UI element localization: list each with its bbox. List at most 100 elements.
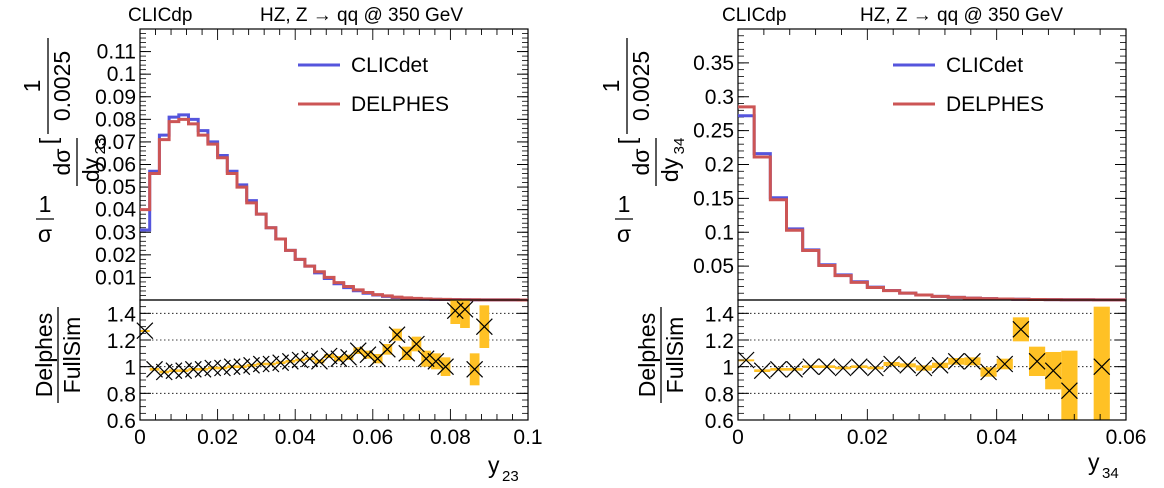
y-tick-label: 0.25 [693, 120, 734, 143]
ratio-marker [223, 358, 241, 376]
ratio-y-tick-label: 1.4 [107, 303, 137, 326]
ratio-marker [737, 351, 755, 369]
ratio-marker [802, 358, 820, 376]
legend: CLICdet DELPHES [298, 54, 449, 116]
xlabel-sub: 23 [502, 468, 519, 485]
ylabel-dnum: dσ [49, 149, 75, 176]
ratio-y-tick-label: 0.6 [107, 410, 136, 433]
ylabel-num: 1 [39, 191, 52, 217]
ratio-marker [204, 359, 222, 377]
x-tick-label: 0.1 [513, 426, 542, 449]
ratio-marker [834, 359, 852, 377]
main-y-axis-title: 1 σ dσ dy 23 1 0.0025 [ [19, 38, 109, 247]
y-tick-label: 0.09 [95, 86, 136, 109]
ratio-marker [980, 363, 998, 381]
ratio-marker [1060, 382, 1078, 400]
y-tick-label: 0.05 [95, 176, 136, 199]
ratio-y-tick-label: 0.6 [705, 410, 734, 433]
ylabel-bnum: 1 [598, 80, 624, 93]
ratio-marker [349, 342, 367, 360]
ratio-marker [359, 346, 377, 364]
ratio-marker [753, 362, 771, 380]
y-tick-label: 0.07 [95, 131, 136, 154]
x-tick-label: 0 [134, 426, 146, 449]
ratio-marker [769, 360, 787, 378]
left-ratio-plot: 0.6 0.8 1 1.2 1.4 0 0.02 0.04 0.06 0.08 0.1 [107, 299, 543, 449]
ratio-marker [427, 352, 445, 370]
ylabel-dden-sub: 34 [671, 138, 688, 155]
ratio-marker [378, 340, 396, 358]
ratio-y-axis-title: Delphes FullSim [31, 307, 85, 403]
ratio-marker [963, 352, 981, 370]
ratio-y-tick-label: 1.4 [705, 303, 735, 326]
legend-label-delphes: DELPHES [351, 93, 449, 116]
right-ratio-plot: 0.6 0.8 1 1.2 1.4 0 0.02 0.04 0.06 [705, 299, 1147, 449]
ylabel-binwidth: 1 0.0025 [ [598, 38, 654, 144]
ratio-marker [301, 350, 319, 368]
x-tick-label: 0.08 [430, 426, 471, 449]
header-right: HZ, Z → qq @ 350 GeV [260, 5, 463, 26]
ylabel-dden: dy [657, 157, 683, 182]
series-delphes [738, 105, 1126, 302]
ratio-y-tick-label: 0.8 [705, 383, 734, 406]
ylabel-den: σ [38, 221, 52, 247]
y-tick-label: 0.11 [97, 41, 136, 64]
ylabel-bnum: 1 [19, 80, 45, 93]
ratio-marker [311, 352, 328, 370]
x-tick-label: 0.02 [847, 426, 888, 449]
y-tick-label: 0.3 [705, 86, 734, 109]
legend-label-clicdet: CLICdet [946, 54, 1023, 77]
ylabel-bracket-open: [ [614, 137, 640, 144]
ratio-marker [947, 352, 965, 370]
header-left: CLICdp [722, 5, 786, 26]
header-right: HZ, Z → qq @ 350 GeV [860, 5, 1063, 26]
ratio-marker [388, 326, 406, 344]
ratio-error-band [460, 300, 470, 328]
ratio-y-tick-label: 1 [124, 357, 136, 380]
x-tick-label: 0 [732, 426, 744, 449]
x-tick-label: 0.06 [1106, 426, 1147, 449]
ratio-y-tick-label: 1.2 [705, 330, 734, 353]
ratio-marker [437, 358, 454, 376]
ratio-marker [786, 360, 804, 378]
left-panel: CLICdp HZ, Z → qq @ 350 GeV 1 σ dσ dy 23… [19, 5, 543, 485]
ratio-marker [184, 360, 202, 378]
x-tick-label: 0.06 [352, 426, 393, 449]
y-tick-label: 0.05 [693, 255, 734, 278]
x-tick-label: 0.04 [275, 426, 316, 449]
ratio-ylabel-den: FullSim [662, 317, 688, 394]
ratio-marker [1044, 362, 1062, 380]
ratio-marker [408, 335, 425, 353]
ratio-marker [165, 362, 183, 380]
ratio-y-tick-label: 1 [722, 357, 734, 380]
y-tick-label: 0.03 [95, 221, 136, 244]
ratio-marker [931, 356, 949, 374]
ratio-marker [340, 348, 357, 366]
ratio-marker [915, 359, 933, 377]
x-axis-title: y 23 [488, 452, 519, 485]
series-clicdet [140, 113, 528, 302]
ratio-marker [320, 347, 338, 365]
ylabel-num: 1 [618, 191, 631, 217]
ylabel-dnum: dσ [628, 149, 654, 176]
y-tick-label: 0.08 [95, 108, 136, 131]
series-clicdet [738, 114, 1126, 302]
ratio-marker [1093, 358, 1111, 376]
xlabel-sub: 34 [1102, 465, 1119, 482]
ratio-ylabel-num: Delphes [634, 313, 660, 397]
ratio-error-band [1093, 306, 1110, 420]
y-tick-label: 0.2 [705, 154, 734, 177]
ylabel-dden: dy [78, 157, 104, 182]
legend-label-delphes: DELPHES [946, 93, 1044, 116]
ratio-marker [1012, 320, 1030, 338]
x-tick-label: 0.04 [976, 426, 1017, 449]
ylabel-bden: 0.0025 [628, 51, 654, 121]
y-tick-label: 0.1 [107, 63, 136, 86]
ratio-y-tick-label: 0.8 [107, 383, 136, 406]
ylabel-den: σ [617, 221, 631, 247]
ratio-ylabel-num: Delphes [31, 313, 57, 397]
ratio-y-axis-title: Delphes FullSim [634, 307, 688, 403]
left-main-plot: 0.010.020.030.040.050.060.070.080.090.10… [95, 28, 529, 302]
ylabel-binwidth: 1 0.0025 [ [19, 38, 75, 144]
